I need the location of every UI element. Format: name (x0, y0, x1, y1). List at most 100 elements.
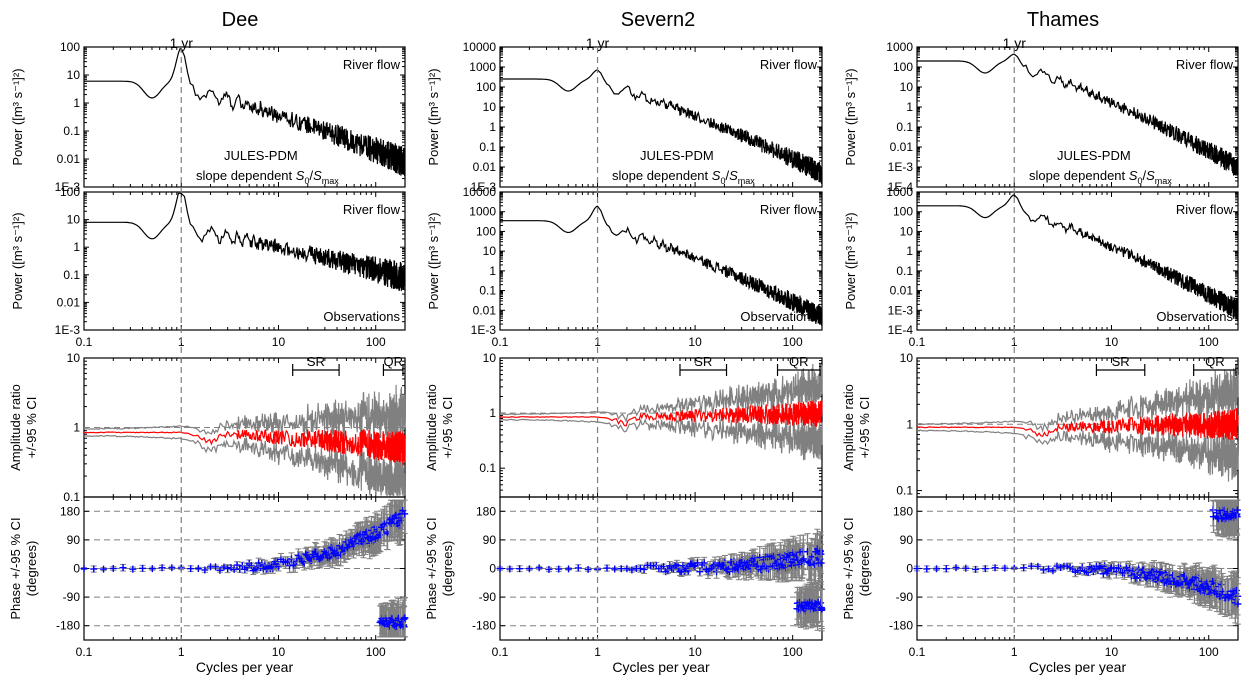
power-y-label: Power ([m³ s⁻¹]²) (10, 68, 25, 165)
obs-power-y-tick-label: 0.1 (896, 264, 913, 278)
model-power-y-tick-label: 0.01 (57, 152, 81, 166)
amplitude-ci-upper (84, 384, 406, 442)
obs-power-series (500, 205, 823, 326)
obs-power-y-tick-label: 1 (73, 240, 80, 254)
obs-power-y-tick-label: 1E-3 (888, 303, 914, 317)
model-name-label: JULES-PDM (224, 148, 298, 163)
obs-power-series (84, 192, 406, 291)
amplitude-y-tick-label: 10 (67, 351, 81, 365)
power-y-label: Power ([m³ s⁻¹]²) (426, 212, 441, 309)
model-power-y-tick-label: 100 (476, 80, 496, 94)
obs-power-y-tick-label: 10 (900, 224, 914, 238)
power-y-label: Power ([m³ s⁻¹]²) (426, 68, 441, 165)
model-power-y-tick-label: 0.01 (890, 140, 914, 154)
river-flow-label: River flow (1176, 202, 1234, 217)
amplitude-y-tick-label: 0.1 (479, 461, 496, 475)
amplitude-ci-lower (83, 434, 406, 497)
phase-y-tick-label: 180 (893, 504, 913, 518)
river-flow-label: River flow (760, 202, 818, 217)
model-power-series (500, 69, 823, 184)
amplitude-ratio-series (83, 428, 406, 466)
obs-power-x-tick-label: 0.1 (76, 335, 93, 349)
amplitude-y-label: Amplitude ratio (8, 384, 23, 471)
model-power-y-tick-label: 0.1 (479, 140, 496, 154)
model-power-series (917, 53, 1239, 176)
amplitude-y-tick-label: 1 (906, 417, 913, 431)
obs-power-x-tick-label: 10 (688, 335, 702, 349)
obs-power-y-tick-label: 1E-3 (471, 323, 497, 337)
phase-x-tick-label: 100 (1199, 645, 1219, 659)
model-power-y-tick-label: 1E-3 (471, 180, 497, 194)
phase-y-label-units: (degrees) (440, 541, 455, 597)
sr-bracket-label: SR (1112, 354, 1130, 369)
river-flow-label: River flow (343, 202, 401, 217)
amplitude-y-label-ci: +/-95 % CI (24, 397, 39, 459)
amplitude-y-tick-label: 1 (489, 406, 496, 420)
obs-power-y-tick-label: 1 (906, 244, 913, 258)
amplitude-ratio-series (499, 399, 823, 428)
model-power-y-tick-label: 100 (893, 60, 913, 74)
phase-points (80, 499, 409, 638)
phase-y-tick-label: -180 (472, 619, 496, 633)
observations-label: Observations (323, 309, 400, 324)
model-name-label: JULES-PDM (640, 148, 714, 163)
phase-x-tick-label: 0.1 (492, 645, 509, 659)
obs-power-x-tick-label: 10 (1105, 335, 1119, 349)
phase-y-tick-label: 180 (60, 504, 80, 518)
phase-y-tick-label: 0 (73, 562, 80, 576)
phase-y-tick-label: 180 (476, 504, 496, 518)
river-flow-label: River flow (760, 57, 818, 72)
phase-x-tick-label: 1 (178, 645, 185, 659)
phase-y-label-units: (degrees) (24, 541, 39, 597)
model-power-y-tick-label: 0.1 (896, 120, 913, 134)
amplitude-y-tick-label: 0.1 (63, 490, 80, 504)
obs-power-y-tick-label: 100 (476, 224, 496, 238)
phase-y-tick-label: 90 (483, 533, 497, 547)
model-power-y-tick-label: 10 (483, 100, 497, 114)
obs-power-y-tick-label: 1000 (469, 205, 496, 219)
obs-power-y-tick-label: 10000 (463, 185, 497, 199)
model-power-y-tick-label: 100 (60, 40, 80, 54)
phase-x-tick-label: 0.1 (76, 645, 93, 659)
amplitude-y-label: Amplitude ratio (424, 384, 439, 471)
phase-x-tick-label: 10 (272, 645, 286, 659)
phase-points (913, 499, 1242, 625)
observations-label: Observations (740, 309, 817, 324)
model-power-y-tick-label: 0.1 (63, 124, 80, 138)
phase-y-tick-label: 0 (489, 562, 496, 576)
model-desc-label: slope dependent S0/Smax (1029, 168, 1172, 186)
obs-power-y-tick-label: 1 (489, 264, 496, 278)
phase-x-tick-label: 0.1 (909, 645, 926, 659)
model-power-series (84, 47, 406, 177)
model-power-y-tick-label: 1 (489, 120, 496, 134)
qr-bracket-label: QR (383, 354, 403, 369)
phase-x-tick-label: 10 (688, 645, 702, 659)
obs-power-y-tick-label: 1E-4 (888, 323, 914, 337)
phase-y-label: Phase +/-95 % CI (424, 517, 439, 619)
observations-label: Observations (1156, 309, 1233, 324)
power-y-label: Power ([m³ s⁻¹]²) (10, 212, 25, 309)
amplitude-ci-lower (916, 429, 1239, 482)
model-desc-label: slope dependent S0/Smax (612, 168, 755, 186)
chart-title: Severn2 (621, 9, 696, 31)
phase-points (496, 528, 826, 632)
qr-bracket-label: QR (1205, 354, 1225, 369)
model-power-y-tick-label: 1E-4 (888, 180, 914, 194)
chart-title: Thames (1027, 9, 1099, 31)
amplitude-y-tick-label: 10 (900, 351, 914, 365)
model-power-frame (83, 46, 406, 188)
phase-y-tick-label: -180 (889, 619, 913, 633)
phase-x-tick-label: 100 (783, 645, 803, 659)
amplitude-ci-upper (500, 363, 823, 423)
obs-power-x-tick-label: 10 (272, 335, 286, 349)
phase-y-label: Phase +/-95 % CI (8, 517, 23, 619)
phase-y-tick-label: -180 (56, 619, 80, 633)
obs-power-y-tick-label: 0.1 (479, 284, 496, 298)
amplitude-ratio-series (916, 408, 1239, 441)
river-flow-label: River flow (1176, 57, 1234, 72)
model-power-y-tick-label: 1E-3 (888, 160, 914, 174)
phase-y-tick-label: 90 (900, 533, 914, 547)
